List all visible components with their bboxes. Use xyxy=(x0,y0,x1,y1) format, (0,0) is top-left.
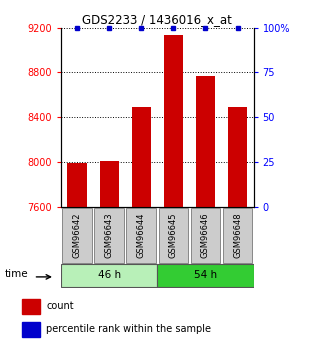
Title: GDS2233 / 1436016_x_at: GDS2233 / 1436016_x_at xyxy=(82,13,232,27)
Bar xyxy=(22,299,40,314)
Text: GSM96645: GSM96645 xyxy=(169,213,178,258)
Text: 46 h: 46 h xyxy=(98,270,121,280)
Bar xyxy=(67,163,87,207)
Bar xyxy=(132,107,151,207)
FancyBboxPatch shape xyxy=(62,208,92,263)
Text: 54 h: 54 h xyxy=(194,270,217,280)
Text: percentile rank within the sample: percentile rank within the sample xyxy=(46,325,211,334)
Text: GSM96642: GSM96642 xyxy=(73,213,82,258)
Text: time: time xyxy=(5,269,29,279)
Bar xyxy=(164,36,183,207)
FancyBboxPatch shape xyxy=(157,264,254,287)
FancyBboxPatch shape xyxy=(94,208,124,263)
FancyBboxPatch shape xyxy=(159,208,188,263)
Bar xyxy=(22,322,40,337)
FancyBboxPatch shape xyxy=(223,208,252,263)
Text: count: count xyxy=(46,301,74,311)
FancyBboxPatch shape xyxy=(61,264,157,287)
FancyBboxPatch shape xyxy=(126,208,156,263)
Text: GSM96644: GSM96644 xyxy=(137,213,146,258)
Text: GSM96646: GSM96646 xyxy=(201,213,210,258)
Text: GSM96643: GSM96643 xyxy=(105,213,114,258)
Bar xyxy=(228,107,247,207)
Text: GSM96648: GSM96648 xyxy=(233,213,242,258)
FancyBboxPatch shape xyxy=(191,208,220,263)
Bar xyxy=(196,76,215,207)
Bar xyxy=(100,161,119,207)
